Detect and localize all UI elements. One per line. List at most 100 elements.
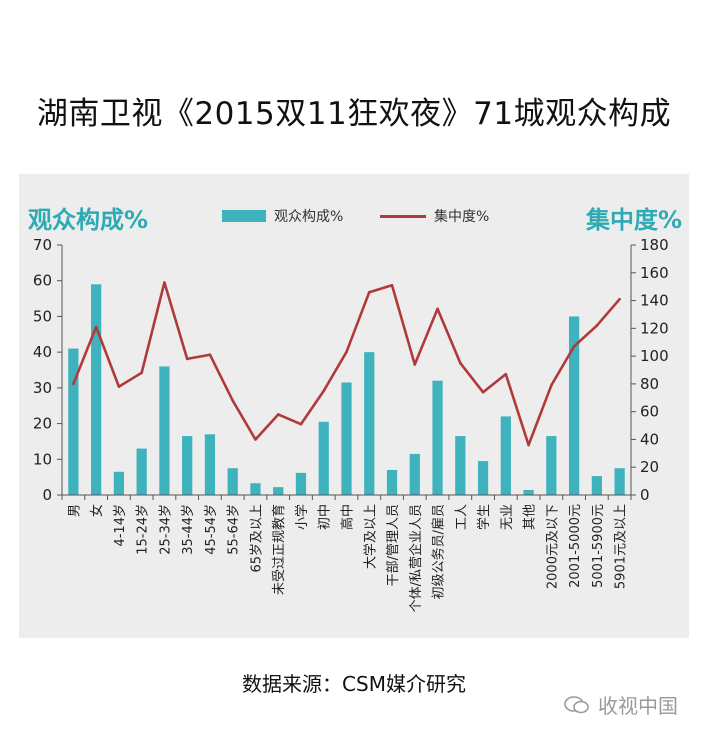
right-axis-title: 集中度%	[585, 206, 682, 234]
category-label: 高中	[340, 504, 356, 530]
bar	[136, 448, 147, 495]
bar	[500, 416, 511, 495]
source-note: 数据来源：CSM媒介研究	[242, 672, 466, 696]
category-label: 未受过正规教育	[271, 504, 287, 595]
line-point	[413, 363, 417, 366]
category-label: 65岁及以上	[249, 504, 264, 573]
line-point	[436, 307, 439, 311]
bar	[318, 421, 329, 495]
category-label: 无业	[500, 504, 515, 530]
watermark: 收视中国	[564, 690, 678, 719]
legend-line-swatch	[380, 214, 426, 218]
right-tick-label: 60	[640, 403, 659, 421]
bar	[614, 468, 625, 495]
line-point	[504, 372, 508, 376]
category-label: 初中	[318, 504, 333, 530]
line-point	[299, 422, 303, 426]
category-label: 25-34岁	[158, 504, 173, 555]
category-label: 5901元及以上	[614, 504, 629, 589]
line-point	[618, 297, 621, 301]
left-tick-label: 40	[33, 343, 52, 361]
bar	[182, 436, 193, 495]
category-label: 学生	[476, 504, 492, 530]
legend-line: 集中度%	[380, 206, 489, 226]
category-label: 4-14岁	[113, 504, 128, 547]
line-point	[550, 383, 553, 387]
line-point	[185, 357, 189, 361]
legend-bar: 观众构成%	[222, 206, 343, 226]
bar	[591, 476, 602, 495]
category-label: 其他	[523, 504, 538, 530]
bar	[432, 380, 443, 495]
category-label: 个体/私营企业人员	[408, 504, 424, 612]
category-label: 男	[67, 504, 82, 517]
line-point	[94, 325, 98, 329]
bar	[91, 284, 102, 495]
bar	[455, 436, 466, 495]
bar	[295, 472, 307, 495]
bar	[227, 468, 238, 495]
line-point	[72, 382, 75, 386]
category-label: 45-54岁	[204, 504, 219, 555]
left-axis-title: 观众构成%	[28, 206, 149, 234]
right-tick-label: 20	[640, 458, 659, 476]
left-tick-label: 30	[33, 379, 52, 397]
left-tick-label: 60	[33, 272, 52, 290]
legend-bar-swatch	[222, 210, 266, 222]
line-point	[231, 399, 234, 402]
left-tick-label: 20	[33, 415, 52, 433]
bar	[68, 348, 79, 495]
right-tick-label: 120	[640, 319, 669, 337]
category-label: 55-64岁	[227, 504, 242, 555]
category-label: 干部/管理人员	[386, 504, 401, 586]
bar	[159, 366, 170, 495]
line-point	[208, 353, 212, 357]
bar	[568, 316, 580, 495]
line-point	[481, 390, 485, 394]
category-label: 5001-5900元	[591, 504, 606, 588]
right-tick-label: 80	[640, 375, 659, 393]
line-point	[254, 438, 257, 441]
category-label: 2000元及以下	[545, 504, 560, 589]
category-label: 2001-5000元	[568, 504, 583, 588]
bar	[273, 487, 284, 495]
line-point	[367, 290, 371, 294]
bar	[409, 453, 420, 495]
bar	[386, 470, 398, 495]
line-point	[390, 283, 394, 287]
category-label: 大学及以上	[362, 504, 378, 569]
chat-icon	[564, 695, 589, 713]
left-tick-label: 50	[33, 307, 52, 325]
category-label: 35-44岁	[181, 504, 196, 555]
line-point	[345, 350, 348, 354]
right-tick-label: 160	[640, 264, 669, 282]
right-tick-label: 140	[640, 292, 669, 310]
bar	[546, 436, 557, 495]
bar	[204, 434, 216, 495]
legend-line-label: 集中度%	[434, 209, 490, 225]
right-tick-label: 100	[640, 347, 669, 365]
left-tick-label: 10	[33, 450, 52, 468]
page-title: 湖南卫视《2015双11狂欢夜》71城观众构成	[36, 96, 672, 132]
category-label: 初级公务员/雇员	[431, 504, 447, 599]
line-point	[117, 385, 121, 388]
line-point	[140, 371, 143, 375]
line-point	[459, 361, 462, 365]
watermark-text: 收视中国	[598, 694, 678, 718]
line-point	[163, 281, 166, 284]
category-label: 女	[89, 504, 105, 517]
category-label: 工人	[454, 504, 469, 530]
bar	[477, 461, 489, 495]
line-point	[572, 345, 576, 348]
left-tick-label: 0	[42, 486, 52, 504]
legend-bar-label: 观众构成%	[274, 209, 344, 225]
right-tick-label: 40	[640, 430, 659, 448]
category-label: 小学	[294, 504, 310, 530]
bar	[523, 490, 534, 495]
right-tick-label: 0	[640, 486, 650, 504]
bar	[364, 352, 375, 495]
line-point	[595, 324, 599, 327]
line-point	[322, 389, 326, 393]
bar	[113, 471, 125, 495]
